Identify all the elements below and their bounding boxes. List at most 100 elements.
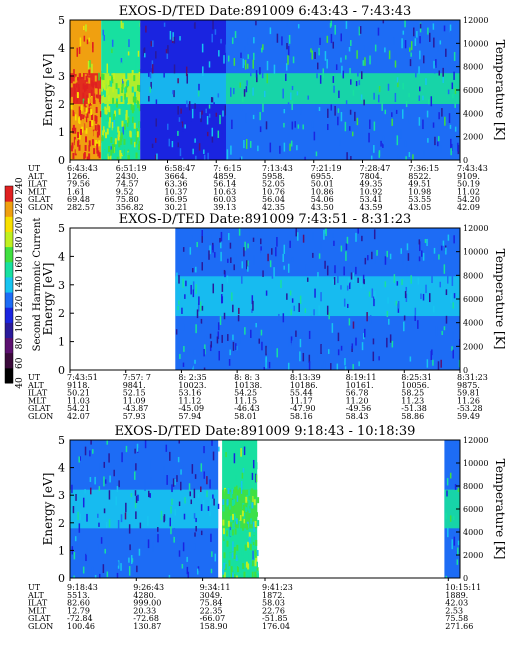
noise-streak — [143, 47, 146, 52]
noise-streak — [440, 245, 443, 251]
noise-streak — [298, 302, 300, 312]
noise-streak — [382, 20, 385, 24]
noise-streak — [315, 104, 317, 114]
noise-streak — [252, 550, 254, 560]
table-cell: -49.56 — [346, 404, 372, 413]
noise-streak — [441, 270, 444, 275]
noise-streak — [373, 296, 375, 307]
y2-tick-label: 4000 — [463, 319, 483, 328]
noise-streak — [155, 51, 157, 59]
bright-feature — [88, 153, 91, 160]
noise-streak — [84, 489, 86, 494]
noise-streak — [374, 59, 377, 67]
table-cell: 8522. — [408, 172, 431, 181]
noise-streak — [312, 252, 314, 258]
noise-streak — [348, 277, 350, 284]
bright-feature — [74, 68, 77, 75]
noise-streak — [345, 21, 348, 29]
table-cell: 7:21:19 — [311, 164, 342, 173]
noise-streak — [285, 63, 288, 71]
bright-feature — [227, 488, 230, 495]
bright-feature — [97, 150, 100, 157]
noise-streak — [137, 50, 140, 57]
noise-streak — [240, 480, 243, 490]
noise-streak — [245, 113, 247, 123]
noise-streak — [273, 267, 275, 277]
noise-streak — [89, 450, 91, 457]
y2-tick-label: 10000 — [463, 39, 488, 48]
bright-feature — [85, 116, 88, 123]
noise-streak — [265, 358, 267, 369]
noise-streak — [267, 253, 269, 262]
noise-streak — [135, 66, 138, 73]
noise-streak — [355, 81, 358, 87]
noise-streak — [311, 126, 314, 133]
noise-streak — [316, 73, 318, 79]
noise-streak — [234, 254, 237, 263]
bright-feature — [136, 111, 139, 118]
noise-streak — [197, 469, 199, 474]
noise-streak — [172, 90, 174, 95]
bright-feature — [78, 144, 81, 151]
noise-streak — [211, 127, 214, 137]
noise-streak — [317, 272, 319, 278]
bright-feature — [236, 544, 239, 551]
bright-feature — [108, 150, 111, 157]
noise-streak — [240, 104, 243, 112]
noise-streak — [277, 59, 280, 70]
noise-streak — [226, 149, 229, 160]
table-cell: 50.19 — [457, 180, 480, 189]
noise-streak — [167, 123, 169, 130]
noise-streak — [84, 446, 87, 456]
bright-feature — [227, 571, 230, 578]
table-cell: 50.21 — [67, 389, 90, 398]
noise-streak — [149, 72, 152, 79]
noise-streak — [175, 329, 178, 335]
noise-streak — [98, 72, 100, 81]
table-cell: 55.44 — [290, 389, 313, 398]
noise-streak — [198, 296, 200, 305]
table-cell: 6:43:43 — [67, 164, 98, 173]
noise-streak — [327, 349, 330, 354]
noise-streak — [247, 54, 249, 59]
bright-feature — [92, 131, 95, 138]
noise-streak — [449, 30, 452, 39]
bright-feature — [77, 74, 80, 81]
noise-streak — [354, 111, 356, 122]
noise-streak — [445, 575, 448, 578]
noise-streak — [349, 109, 352, 115]
noise-streak — [260, 329, 263, 336]
noise-streak — [232, 304, 234, 313]
noise-streak — [384, 47, 386, 53]
bright-feature — [83, 117, 86, 124]
noise-streak — [363, 279, 365, 285]
noise-streak — [396, 135, 399, 146]
bright-feature — [257, 497, 260, 504]
noise-streak — [408, 93, 410, 98]
noise-streak — [124, 99, 126, 107]
panel-2: EXOS-D/TED Date:891009 7:43:51 - 8:31:23… — [27, 212, 505, 421]
table-cell: 356.82 — [116, 203, 144, 212]
noise-streak — [361, 71, 363, 80]
noise-streak — [163, 22, 166, 27]
bright-feature — [229, 530, 232, 537]
noise-streak — [262, 44, 264, 50]
bright-feature — [86, 94, 89, 101]
noise-streak — [219, 114, 221, 125]
noise-streak — [405, 100, 408, 107]
noise-streak — [447, 367, 449, 370]
noise-streak — [163, 71, 165, 78]
bright-feature — [86, 156, 89, 160]
noise-streak — [195, 284, 197, 294]
noise-streak — [244, 59, 247, 70]
noise-streak — [376, 249, 378, 256]
noise-streak — [312, 232, 314, 240]
noise-streak — [427, 27, 429, 35]
noise-streak — [345, 251, 347, 261]
bright-feature — [96, 87, 99, 94]
bright-feature — [226, 530, 229, 537]
noise-streak — [321, 365, 323, 370]
table-row-label: GLAT — [28, 195, 51, 204]
noise-streak — [252, 300, 254, 311]
noise-streak — [86, 547, 88, 556]
